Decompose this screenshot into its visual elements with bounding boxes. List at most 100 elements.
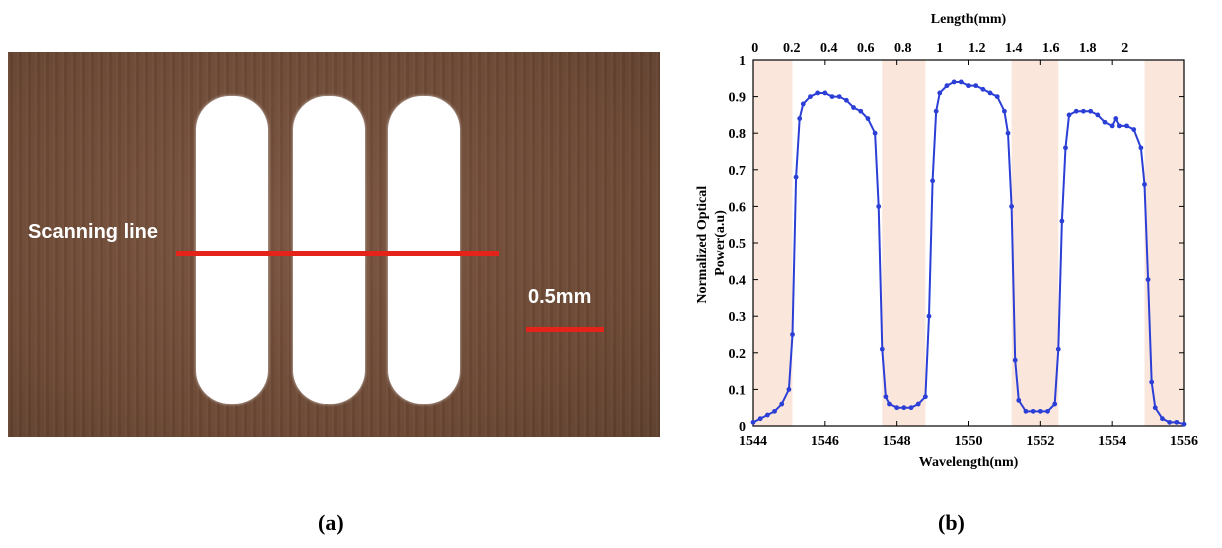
data-point: [1055, 346, 1061, 352]
top-axis-tick-label: 2: [1121, 41, 1128, 56]
data-point: [764, 412, 770, 418]
shaded-bands: [753, 60, 1184, 426]
data-point: [923, 394, 928, 400]
data-point: [1145, 277, 1151, 282]
data-point: [987, 90, 993, 96]
grating-stripe-1: [196, 96, 268, 404]
data-point: [851, 105, 856, 110]
data-point: [1124, 123, 1129, 129]
data-point: [937, 90, 943, 96]
data-point: [865, 116, 871, 121]
top-axis-tick-label: 1.2: [968, 41, 986, 56]
data-point: [779, 401, 785, 407]
data-point: [1002, 108, 1007, 114]
data-point: [1016, 397, 1022, 403]
data-point: [1005, 130, 1011, 136]
y-tick-label: 0.3: [729, 310, 747, 325]
data-point: [800, 101, 806, 107]
y-tick-label: 0.5: [729, 237, 747, 252]
data-point: [1113, 116, 1119, 121]
data-point: [1181, 421, 1187, 427]
shaded-band-2: [882, 60, 926, 426]
data-point: [933, 108, 939, 114]
panel-a-caption: (a): [318, 510, 344, 535]
data-point: [822, 90, 828, 96]
data-point: [883, 394, 889, 400]
data-point: [966, 83, 971, 89]
data-point: [790, 332, 795, 337]
data-point: [858, 108, 864, 114]
data-point: [894, 405, 900, 411]
data-point: [887, 401, 892, 407]
data-point: [1174, 419, 1180, 425]
x-tick-label: 1550: [955, 434, 983, 449]
micrograph-image: Scanning line 0.5mm: [8, 52, 660, 437]
data-point: [944, 83, 950, 89]
data-point: [915, 401, 921, 407]
scale-bar-label: 0.5mm: [528, 286, 592, 308]
data-point: [980, 86, 986, 92]
spectrum-chart: 1544 1546 1548 1550 1552 1554 1556 0 0.1 0.2 0.3 0.…: [695, 12, 1199, 470]
x-tick-label: 1556: [1170, 434, 1198, 449]
y-tick-label: 0.7: [729, 164, 747, 179]
data-point: [1063, 145, 1068, 151]
top-axis-tick-label: 1.4: [1005, 41, 1023, 56]
top-axis-tick-label: 0.8: [894, 41, 912, 56]
data-point: [1088, 108, 1094, 114]
top-axis-title: Length(mm): [931, 12, 1007, 27]
data-point: [1066, 112, 1072, 118]
y-tick-label: 1: [739, 54, 746, 69]
data-point: [1030, 408, 1036, 414]
data-point: [901, 405, 907, 411]
data-point: [1081, 108, 1086, 114]
x-tick-label: 1544: [739, 434, 767, 449]
data-point: [1059, 218, 1065, 224]
x-tick-label: 1548: [883, 434, 911, 449]
data-point: [973, 83, 979, 89]
y-tick-label: 0.1: [729, 383, 747, 398]
y-tick-label: 0.8: [729, 127, 747, 142]
top-axis-tick-label: 0: [751, 41, 758, 56]
data-point: [843, 97, 849, 103]
data-point: [951, 79, 957, 85]
data-point: [750, 419, 756, 425]
data-point: [1102, 119, 1108, 125]
x-tick-label: 1554: [1098, 434, 1126, 449]
scanning-line-label: Scanning line: [28, 221, 159, 243]
data-point: [786, 387, 792, 392]
grating-stripe-2: [293, 96, 365, 404]
data-point: [872, 130, 878, 136]
series-line: [752, 80, 1185, 426]
data-point: [1073, 108, 1079, 114]
axis-ticks: 1544 1546 1548 1550 1552 1554 1556 0 0.1 0.2 0.3 0.…: [729, 41, 1199, 449]
data-point: [772, 408, 777, 414]
data-point: [808, 94, 813, 99]
data-point: [1109, 123, 1115, 129]
data-point: [876, 204, 882, 209]
data-point: [1167, 419, 1173, 425]
data-point: [1045, 408, 1050, 414]
top-axis-tick-label: 0.4: [820, 41, 838, 56]
data-point: [994, 94, 1000, 99]
top-axis-tick-label: 0.6: [857, 41, 875, 56]
data-point: [836, 94, 842, 99]
x-tick-label: 1546: [811, 434, 839, 449]
grating-stripe-3: [388, 96, 460, 404]
x-axis-title: Wavelength(nm): [919, 455, 1019, 470]
data-point: [958, 79, 964, 85]
data-point: [1023, 408, 1029, 414]
data-point: [1116, 123, 1122, 129]
x-tick-label: 1552: [1026, 434, 1054, 449]
shaded-band-3: [1011, 60, 1059, 426]
data-point: [1131, 127, 1137, 132]
y-axis-title-line-1: Normalized Optical: [695, 186, 710, 304]
data-point: [908, 405, 914, 411]
data-point: [1012, 357, 1018, 363]
data-point: [793, 174, 799, 180]
data-point: [926, 313, 932, 319]
data-point: [1095, 112, 1101, 118]
data-point: [829, 94, 835, 99]
y-axis-title-line-2: Power(a.u): [713, 210, 728, 276]
y-axis-title: Normalized Optical Power(a.u): [695, 182, 728, 303]
data-point: [1142, 182, 1147, 187]
